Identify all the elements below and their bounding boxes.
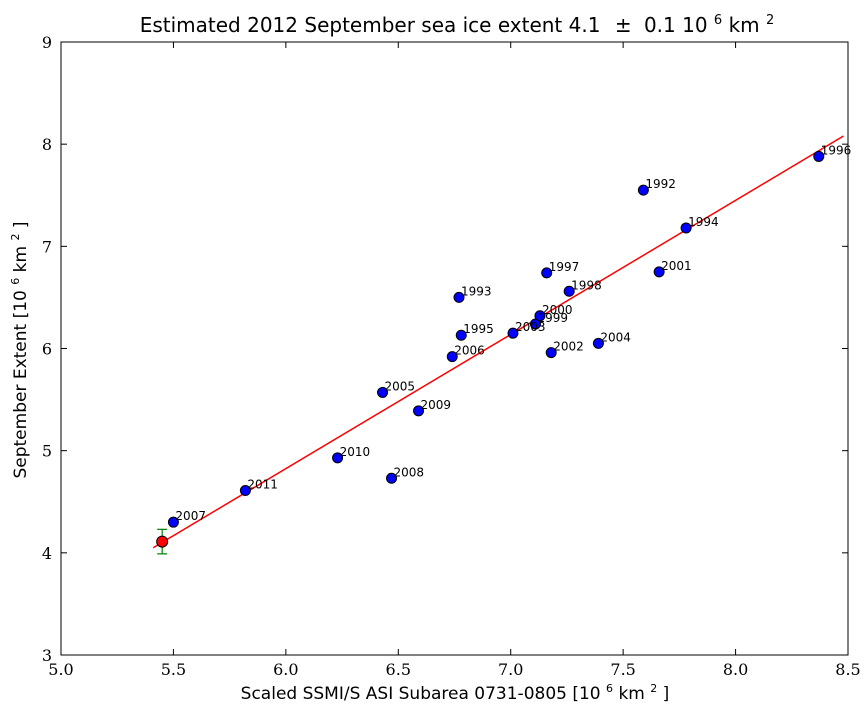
data-point-1999 — [529, 318, 541, 330]
regression-line — [152, 135, 844, 549]
data-point-2005 — [377, 386, 389, 398]
point-label-2010: 2010 — [340, 445, 371, 459]
point-label-1992: 1992 — [645, 177, 676, 191]
x-tick-label: 5.0 — [48, 660, 73, 679]
data-point-2010 — [332, 452, 344, 464]
data-point-2001 — [653, 266, 665, 278]
point-label-2006: 2006 — [454, 344, 485, 358]
xlabel-text: Scaled SSMI/S ASI Subarea 0731-0805 [10 — [241, 684, 601, 704]
x-axis-ticks: 5.0 5.5 6.0 6.5 7.0 7.5 8.0 8.5 — [48, 42, 861, 679]
point-label-2004: 2004 — [600, 330, 631, 344]
x-tick-label: 7.5 — [610, 660, 635, 679]
data-point-2008 — [386, 472, 398, 484]
ylabel-close: ] — [11, 221, 31, 228]
x-tick-label: 8.5 — [835, 660, 860, 679]
point-label-1993: 1993 — [461, 284, 492, 298]
title-exp: 6 — [714, 13, 722, 28]
title-pm: ± — [615, 13, 632, 37]
point-label-1998: 1998 — [571, 278, 602, 292]
point-label-1996: 1996 — [821, 143, 852, 157]
xlabel-unit: km — [618, 684, 644, 704]
point-label-1994: 1994 — [688, 215, 719, 229]
data-point-1992 — [637, 184, 649, 196]
xlabel-exp: 6 — [606, 682, 613, 695]
point-label-2001: 2001 — [661, 259, 692, 273]
y-tick-label: 3 — [42, 646, 52, 665]
chart-title: Estimated 2012 September sea ice extent … — [140, 5, 775, 37]
data-point-2003 — [507, 327, 519, 339]
y-tick-label: 7 — [42, 237, 52, 256]
data-point-1994 — [680, 222, 692, 234]
data-point-1996 — [813, 150, 825, 162]
x-tick-label: 5.5 — [161, 660, 186, 679]
x-tick-label: 7.0 — [498, 660, 523, 679]
point-label-2003: 2003 — [515, 320, 546, 334]
y-tick-label: 4 — [42, 544, 52, 563]
y-tick-label: 9 — [42, 33, 52, 52]
data-point-2009 — [413, 405, 425, 417]
x-tick-label: 6.5 — [386, 660, 411, 679]
point-label-2000: 2000 — [542, 303, 573, 317]
data-point-1993 — [453, 291, 465, 303]
x-axis-label: Scaled SSMI/S ASI Subarea 0731-0805 [10 … — [241, 677, 670, 704]
data-points — [167, 150, 825, 528]
ylabel-text: September Extent [10 — [11, 290, 31, 478]
ylabel-unit: km — [11, 246, 31, 272]
point-label-2009: 2009 — [421, 398, 452, 412]
data-point-1995 — [455, 329, 467, 341]
y-tick-label: 8 — [42, 135, 52, 154]
data-point-1998 — [563, 285, 575, 297]
data-point-2002 — [545, 347, 557, 359]
point-label-2011: 2011 — [247, 478, 278, 492]
y-tick-label: 5 — [42, 442, 52, 461]
xlabel-unit-exp: 2 — [650, 682, 657, 695]
x-tick-label: 8.0 — [723, 660, 748, 679]
title-unit-exp: 2 — [766, 13, 774, 28]
point-label-2002: 2002 — [553, 340, 584, 354]
ylabel-exp: 6 — [9, 278, 22, 285]
title-value: 0.1 10 — [644, 13, 708, 37]
data-point-2006 — [446, 351, 458, 363]
point-label-2008: 2008 — [394, 465, 425, 479]
y-tick-label: 6 — [42, 340, 52, 359]
data-point-2004 — [592, 337, 604, 349]
data-point-2011 — [239, 485, 251, 497]
ylabel-unit-exp: 2 — [9, 234, 22, 241]
data-point-2007 — [167, 516, 179, 528]
y-axis-ticks: 3 4 5 6 7 8 9 — [42, 33, 848, 665]
y-axis-label: September Extent [10 6 km 2 ] — [4, 221, 31, 478]
title-unit: km — [729, 13, 760, 37]
data-point-1997 — [541, 267, 553, 279]
data-point-2000 — [534, 310, 546, 322]
point-label-2007: 2007 — [175, 509, 206, 523]
title-prefix: Estimated 2012 September sea ice extent … — [140, 13, 601, 37]
point-label-2005: 2005 — [385, 379, 416, 393]
point-label-1995: 1995 — [463, 322, 494, 336]
point-label-1999: 1999 — [537, 311, 568, 325]
point-label-1997: 1997 — [549, 260, 580, 274]
x-tick-label: 6.0 — [273, 660, 298, 679]
estimate-point — [156, 535, 169, 548]
xlabel-close: ] — [663, 684, 670, 704]
